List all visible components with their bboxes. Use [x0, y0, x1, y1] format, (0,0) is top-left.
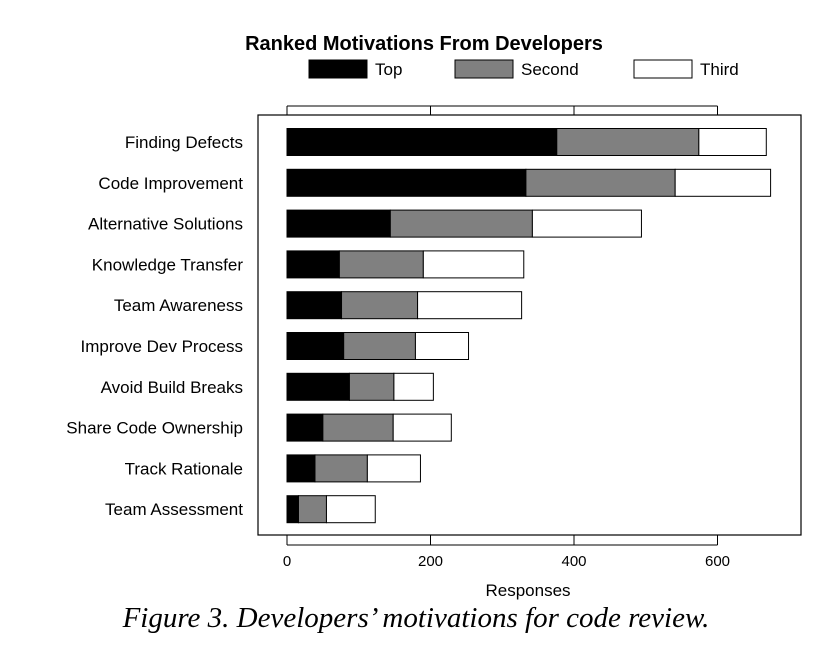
bar-top — [286, 250, 340, 279]
x-tick-label: 0 — [283, 553, 291, 570]
category-label: Code Improvement — [98, 174, 243, 193]
legend-label-third: Third — [700, 60, 739, 79]
category-label: Alternative Solutions — [88, 215, 243, 234]
x-tick-label: 600 — [705, 553, 730, 570]
bar-third — [422, 250, 525, 279]
legend-swatch-second — [454, 59, 514, 79]
category-label: Track Rationale — [125, 459, 243, 478]
bar-third — [698, 128, 767, 156]
category-labels: Finding Defects Code Improvement Alternati… — [66, 133, 243, 519]
bar-third — [674, 168, 772, 197]
category-label: Team Awareness — [114, 296, 243, 315]
chart-title: Ranked Motivations From Developers — [245, 33, 603, 55]
bar-second — [341, 291, 419, 320]
bar-second — [343, 332, 416, 360]
category-label: Share Code Ownership — [66, 419, 243, 438]
bar-second — [322, 413, 394, 442]
x-tick-label: 400 — [561, 553, 586, 570]
x-tick-label: 200 — [418, 553, 443, 570]
bar-top — [286, 209, 391, 238]
legend-swatch-third — [633, 59, 693, 79]
category-label: Improve Dev Process — [81, 337, 244, 356]
bar-top — [286, 291, 343, 320]
x-axis: 0 200 400 600 — [283, 105, 730, 570]
bar-second — [525, 168, 676, 197]
bar-top — [286, 454, 316, 483]
legend: Top Second Third — [308, 59, 739, 79]
legend-label-top: Top — [375, 60, 402, 79]
bar-second — [314, 454, 368, 483]
bar-third — [414, 332, 470, 360]
bar-second — [348, 372, 395, 401]
x-axis-label: Responses — [485, 581, 570, 600]
chart-svg: Ranked Motivations From Developers Top Se… — [66, 33, 802, 600]
bars — [286, 128, 772, 524]
bar-third — [392, 413, 452, 442]
bar-third — [393, 372, 434, 401]
bar-second — [297, 495, 327, 524]
bar-third — [531, 209, 642, 238]
figure-caption: Figure 3. Developers’ motivations for co… — [122, 602, 710, 634]
bar-top — [286, 168, 527, 197]
bar-top — [286, 372, 350, 401]
category-label: Team Assessment — [105, 500, 243, 519]
bar-second — [338, 250, 424, 279]
bar-top — [286, 128, 558, 156]
plot-frame — [257, 114, 802, 536]
bar-third — [325, 495, 376, 524]
bar-third — [366, 454, 421, 483]
bar-top — [286, 495, 299, 524]
bar-third — [417, 291, 523, 320]
bar-second — [389, 209, 533, 238]
bar-top — [286, 413, 324, 442]
legend-swatch-top — [308, 59, 368, 79]
category-label: Knowledge Transfer — [92, 255, 244, 274]
category-label: Avoid Build Breaks — [101, 378, 243, 397]
category-label: Finding Defects — [125, 133, 243, 152]
bar-second — [556, 128, 700, 156]
bar-top — [286, 332, 345, 360]
legend-label-second: Second — [521, 60, 579, 79]
